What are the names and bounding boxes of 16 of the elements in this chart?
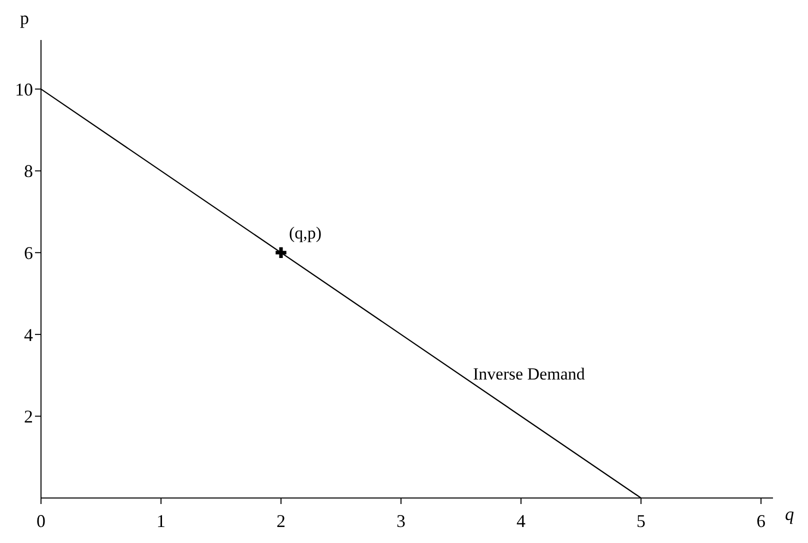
y-tick-label: 4 xyxy=(24,324,33,345)
y-tick-label: 6 xyxy=(24,243,33,264)
x-tick-label: 1 xyxy=(156,510,166,531)
y-tick-label: 2 xyxy=(24,406,33,427)
x-tick-label: 2 xyxy=(276,510,286,531)
y-tick-label: 10 xyxy=(15,79,33,100)
y-axis-title: p xyxy=(20,8,29,28)
annotation: Inverse Demand xyxy=(473,364,586,384)
y-tick-label: 8 xyxy=(24,161,33,182)
x-axis-title: q xyxy=(785,504,794,524)
x-tick-label: 3 xyxy=(396,510,406,531)
x-tick-label: 0 xyxy=(36,510,46,531)
x-tick-label: 6 xyxy=(756,510,766,531)
annotation: (q,p) xyxy=(289,224,322,243)
x-tick-label: 4 xyxy=(516,510,526,531)
x-tick-label: 5 xyxy=(636,510,646,531)
